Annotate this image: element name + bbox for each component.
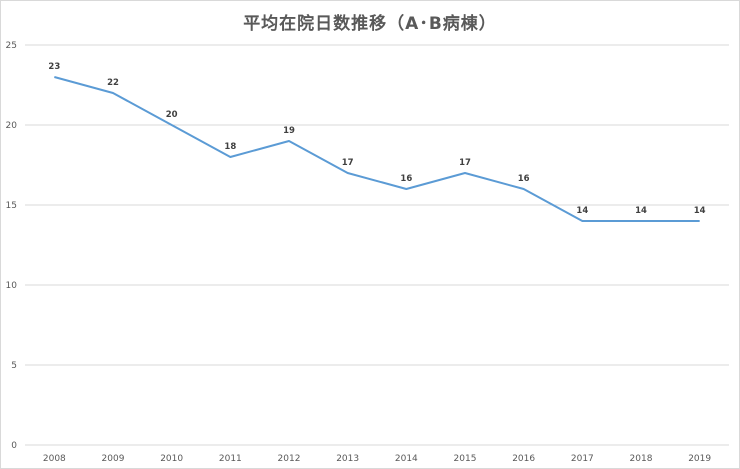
- x-tick-label: 2011: [219, 454, 242, 464]
- y-tick-label: 15: [6, 201, 17, 211]
- data-label: 20: [166, 110, 178, 120]
- data-label: 17: [342, 158, 354, 168]
- data-label: 14: [576, 206, 588, 216]
- gridlines: [25, 44, 729, 446]
- x-tick-label: 2015: [454, 454, 477, 464]
- chart-title: 平均在院日数推移（A･B病棟）: [243, 14, 497, 34]
- series-line: [54, 76, 700, 222]
- data-label: 16: [400, 174, 412, 184]
- y-axis-ticks: 0 5 10 15 20 25: [6, 41, 18, 451]
- y-tick-label: 25: [6, 41, 17, 51]
- x-tick-label: 2013: [336, 454, 359, 464]
- data-label: 22: [107, 78, 119, 88]
- x-axis-ticks: 2008 2009 2010 2011 2012 2013 2014 2015 2016 2017…: [43, 454, 712, 464]
- data-labels: 23 22 20 18 19 17 16 17 16 14 14 14: [48, 62, 705, 216]
- data-label: 18: [224, 142, 236, 152]
- x-tick-label: 2018: [630, 454, 653, 464]
- x-tick-label: 2017: [571, 454, 594, 464]
- data-label: 14: [694, 206, 706, 216]
- y-tick-label: 5: [11, 361, 17, 371]
- data-label: 23: [48, 62, 60, 72]
- x-tick-label: 2008: [43, 454, 66, 464]
- data-label: 14: [635, 206, 647, 216]
- x-tick-label: 2009: [102, 454, 125, 464]
- y-tick-label: 20: [6, 121, 18, 131]
- x-tick-label: 2012: [278, 454, 301, 464]
- y-tick-label: 0: [11, 441, 17, 451]
- y-tick-label: 10: [6, 281, 18, 291]
- data-label: 16: [518, 174, 530, 184]
- data-label: 17: [459, 158, 471, 168]
- x-tick-label: 2014: [395, 454, 418, 464]
- x-tick-label: 2016: [512, 454, 535, 464]
- series-layer: [54, 76, 700, 222]
- data-label: 19: [283, 126, 295, 136]
- x-tick-label: 2019: [688, 454, 711, 464]
- x-tick-label: 2010: [160, 454, 183, 464]
